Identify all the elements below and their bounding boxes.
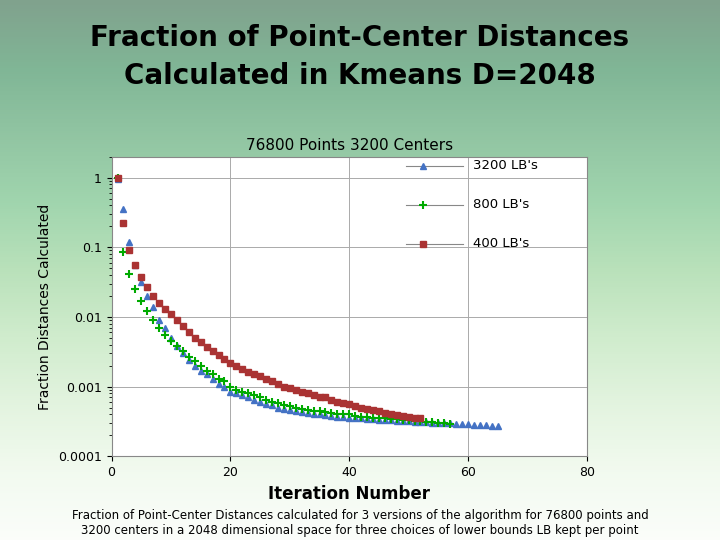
400 LB's bbox=[416, 415, 425, 422]
400 LB's bbox=[392, 412, 401, 418]
400 LB's bbox=[220, 356, 229, 362]
X-axis label: Iteration Number: Iteration Number bbox=[269, 484, 431, 503]
3200 LB's bbox=[226, 388, 235, 395]
Line: 400 LB's: 400 LB's bbox=[114, 174, 423, 422]
3200 LB's bbox=[487, 423, 496, 429]
800 LB's bbox=[345, 411, 354, 417]
3200 LB's bbox=[476, 422, 485, 428]
Text: 400 LB's: 400 LB's bbox=[473, 237, 529, 250]
800 LB's bbox=[256, 394, 264, 401]
Text: Calculated in Kmeans D=2048: Calculated in Kmeans D=2048 bbox=[124, 62, 596, 90]
400 LB's bbox=[137, 273, 145, 280]
800 LB's bbox=[446, 421, 454, 427]
Title: 76800 Points 3200 Centers: 76800 Points 3200 Centers bbox=[246, 138, 453, 153]
800 LB's bbox=[113, 174, 122, 181]
800 LB's bbox=[131, 286, 140, 293]
3200 LB's bbox=[310, 410, 318, 417]
3200 LB's bbox=[493, 423, 502, 429]
3200 LB's bbox=[113, 176, 122, 183]
Line: 3200 LB's: 3200 LB's bbox=[114, 176, 501, 429]
3200 LB's bbox=[274, 404, 282, 411]
Line: 800 LB's: 800 LB's bbox=[113, 173, 454, 428]
800 LB's bbox=[125, 270, 134, 276]
400 LB's bbox=[310, 392, 318, 398]
3200 LB's bbox=[440, 420, 449, 426]
3200 LB's bbox=[202, 371, 211, 377]
400 LB's bbox=[113, 174, 122, 181]
400 LB's bbox=[256, 373, 264, 380]
400 LB's bbox=[297, 388, 306, 395]
800 LB's bbox=[202, 367, 211, 374]
Text: 800 LB's: 800 LB's bbox=[473, 198, 529, 211]
800 LB's bbox=[339, 411, 348, 417]
Text: Fraction of Point-Center Distances calculated for 3 versions of the algorithm fo: Fraction of Point-Center Distances calcu… bbox=[71, 509, 649, 537]
Text: Fraction of Point-Center Distances: Fraction of Point-Center Distances bbox=[91, 24, 629, 52]
Y-axis label: Fraction Distances Calculated: Fraction Distances Calculated bbox=[38, 204, 53, 409]
Text: 3200 LB's: 3200 LB's bbox=[473, 159, 538, 172]
